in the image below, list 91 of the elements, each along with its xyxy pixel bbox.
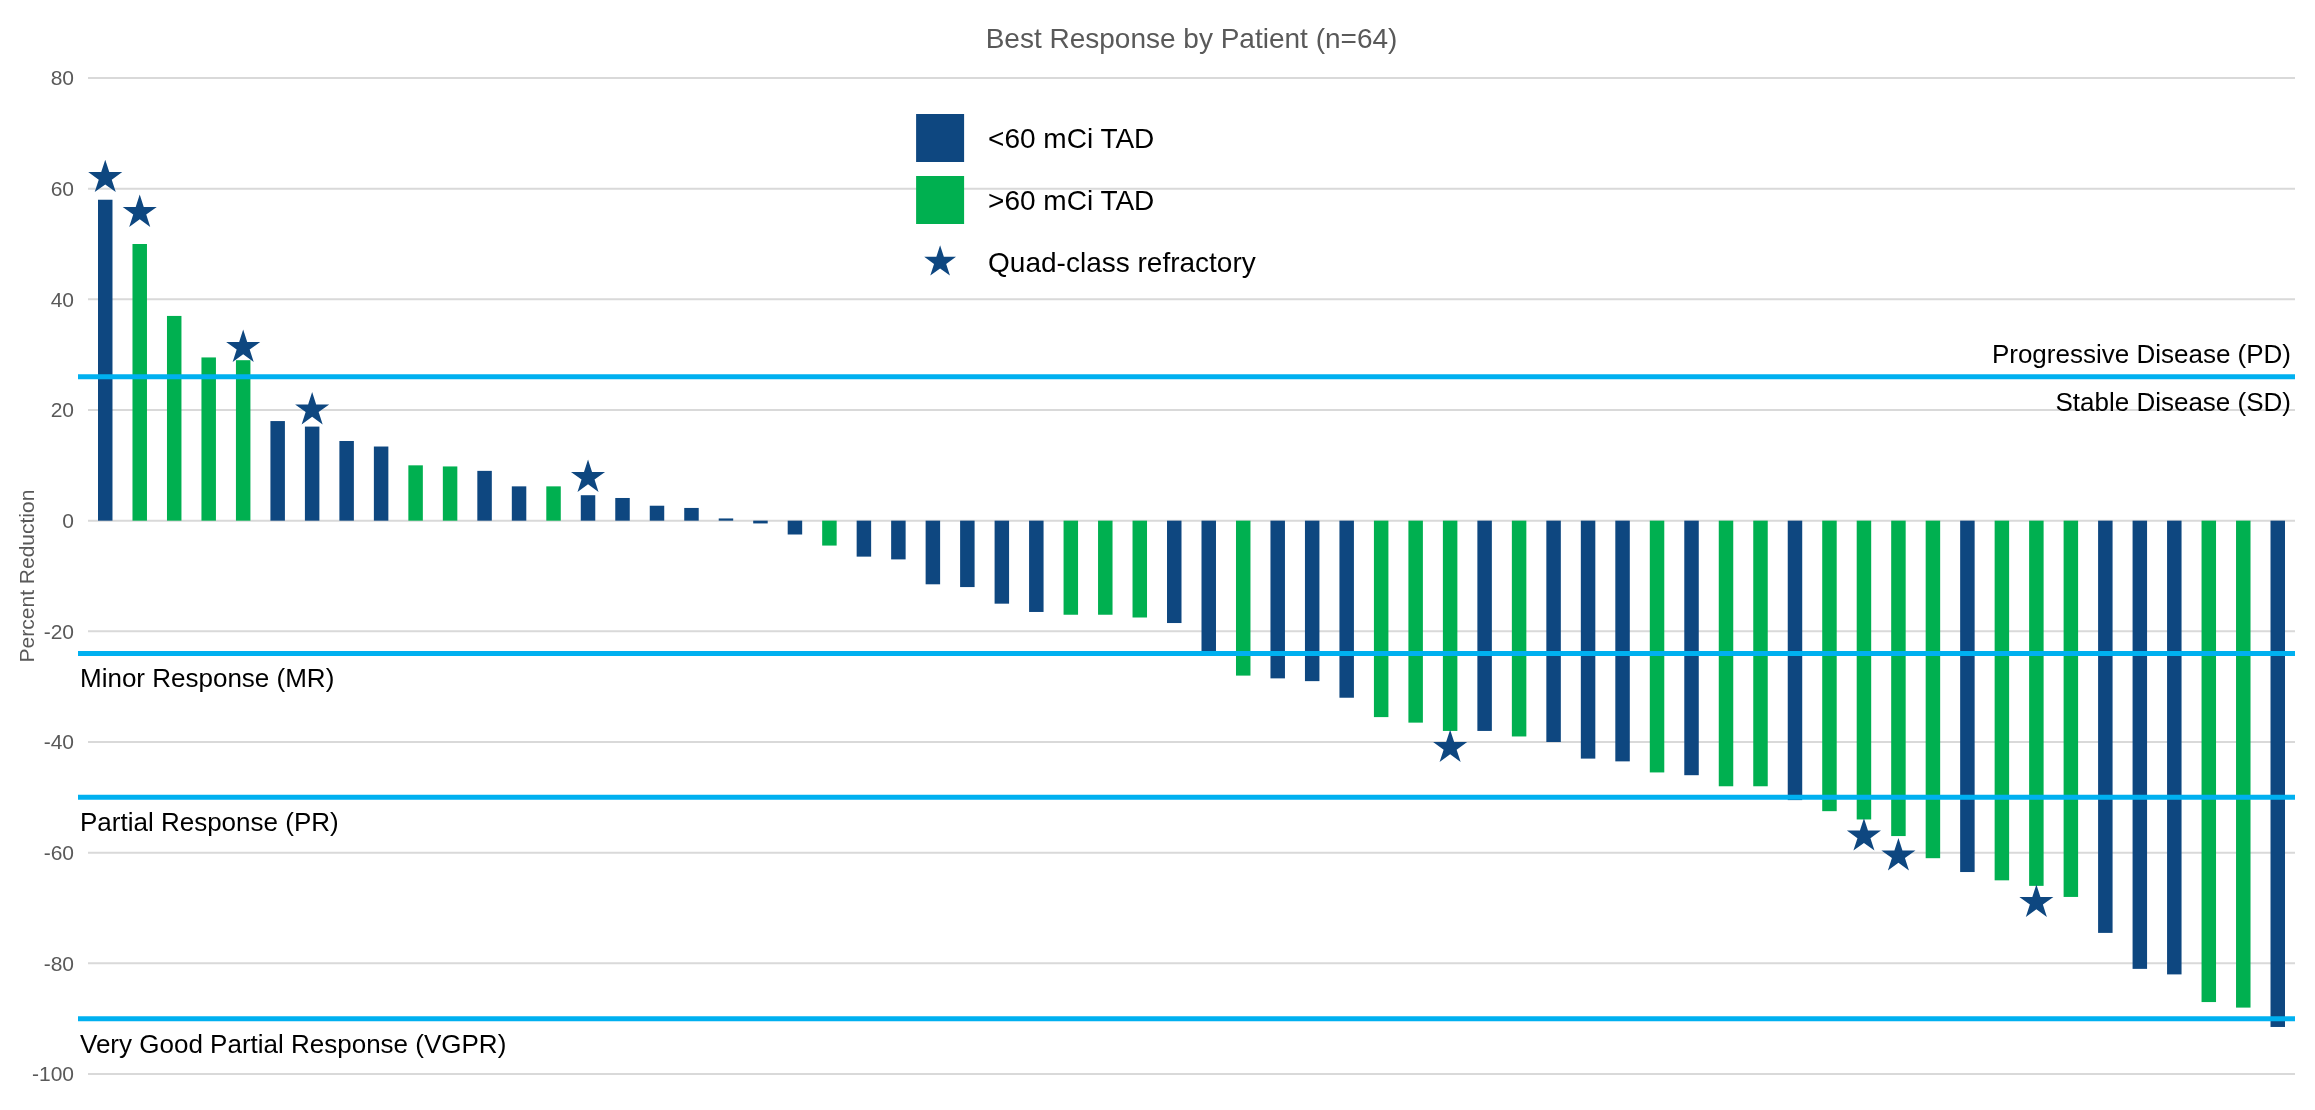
- point: [88, 159, 123, 193]
- y-tick-label: 60: [50, 177, 74, 201]
- bar: [718, 518, 734, 521]
- bar: [1684, 520, 1699, 776]
- bar: [2201, 520, 2217, 1003]
- bar: [2098, 520, 2113, 933]
- y-tick-label: -100: [31, 1062, 74, 1086]
- bar: [1098, 520, 1113, 615]
- bar: [1339, 520, 1354, 698]
- bar: [615, 497, 630, 521]
- bar: [1718, 520, 1734, 787]
- bar: [442, 466, 458, 521]
- bar: [925, 520, 941, 585]
- point: [1881, 838, 1916, 871]
- bar: [1615, 520, 1630, 762]
- y-tick-label: 20: [50, 398, 74, 422]
- bar: [787, 520, 803, 535]
- legend-label: <60 mCi TAD: [988, 122, 1155, 154]
- point: [122, 194, 157, 227]
- bar: [166, 315, 182, 521]
- y-tick-label: 40: [50, 287, 74, 311]
- bar: [1856, 520, 1872, 820]
- bar: [2270, 520, 2285, 1027]
- bar: [270, 421, 285, 521]
- bar: [1753, 520, 1768, 787]
- bar: [132, 244, 147, 521]
- point: [226, 329, 261, 362]
- bar: [580, 495, 596, 521]
- ref-line-label: Stable Disease (SD): [2055, 386, 2291, 417]
- legend-label: >60 mCi TAD: [988, 184, 1155, 216]
- bar: [2167, 520, 2182, 975]
- bar: [994, 520, 1010, 604]
- bar: [1132, 520, 1148, 618]
- bar: [1891, 520, 1906, 837]
- bar: [1511, 520, 1527, 737]
- bar: [235, 360, 251, 521]
- bar: [1925, 520, 1941, 859]
- y-tick-label: -60: [43, 841, 74, 865]
- bar: [1235, 520, 1251, 676]
- y-tick-label: -80: [43, 951, 74, 975]
- bar: [2132, 520, 2148, 969]
- y-tick-label: 80: [50, 66, 74, 90]
- y-axis-title: Percent Reduction: [15, 489, 38, 663]
- bar: [1960, 520, 1975, 873]
- bar: [1649, 520, 1665, 773]
- bar: [2029, 520, 2044, 886]
- chart-title: Best Response by Patient (n=64): [985, 23, 1398, 54]
- legend-label: Quad-class refractory: [988, 246, 1256, 278]
- bar: [891, 520, 906, 560]
- point: [295, 392, 330, 425]
- y-tick-label: -40: [43, 730, 74, 754]
- point: [2019, 884, 2054, 917]
- bar: [1029, 520, 1044, 612]
- y-tick-label: -20: [43, 619, 74, 643]
- point: [1433, 729, 1468, 763]
- bar: [1408, 520, 1423, 723]
- bar: [822, 520, 837, 546]
- bar: [1994, 520, 2010, 881]
- annotation: Progressive Disease (PD): [1991, 338, 2291, 369]
- bar: [339, 440, 354, 521]
- bar: [477, 470, 492, 521]
- bar: [546, 486, 561, 521]
- bar: [1373, 520, 1389, 718]
- bar: [2236, 520, 2251, 1008]
- bar: [1201, 520, 1216, 654]
- ref-line-label: Minor Response (MR): [80, 663, 335, 694]
- bar: [201, 357, 216, 521]
- bar: [1167, 520, 1182, 624]
- bar: [649, 505, 665, 521]
- ref-line-label: Partial Response (PR): [80, 807, 339, 838]
- bar: [1546, 520, 1561, 742]
- bar: [1270, 520, 1285, 679]
- bar: [1063, 520, 1079, 615]
- bar: [98, 199, 113, 521]
- bar: [1822, 520, 1837, 812]
- bar: [960, 520, 975, 588]
- bar: [1580, 520, 1596, 759]
- bar: [1304, 520, 1320, 682]
- bar: [684, 507, 699, 521]
- ref-line-label: Very Good Partial Response (VGPR): [80, 1028, 507, 1059]
- bar: [1477, 520, 1492, 731]
- bar: [511, 486, 527, 521]
- bar: [304, 426, 320, 521]
- y-tick-label: 0: [62, 509, 74, 533]
- bar: [856, 520, 872, 557]
- bar: [2063, 520, 2079, 897]
- bar: [1442, 520, 1458, 731]
- point: [1846, 818, 1881, 851]
- bar: [373, 446, 389, 521]
- bar: [408, 465, 423, 521]
- point: [570, 459, 606, 492]
